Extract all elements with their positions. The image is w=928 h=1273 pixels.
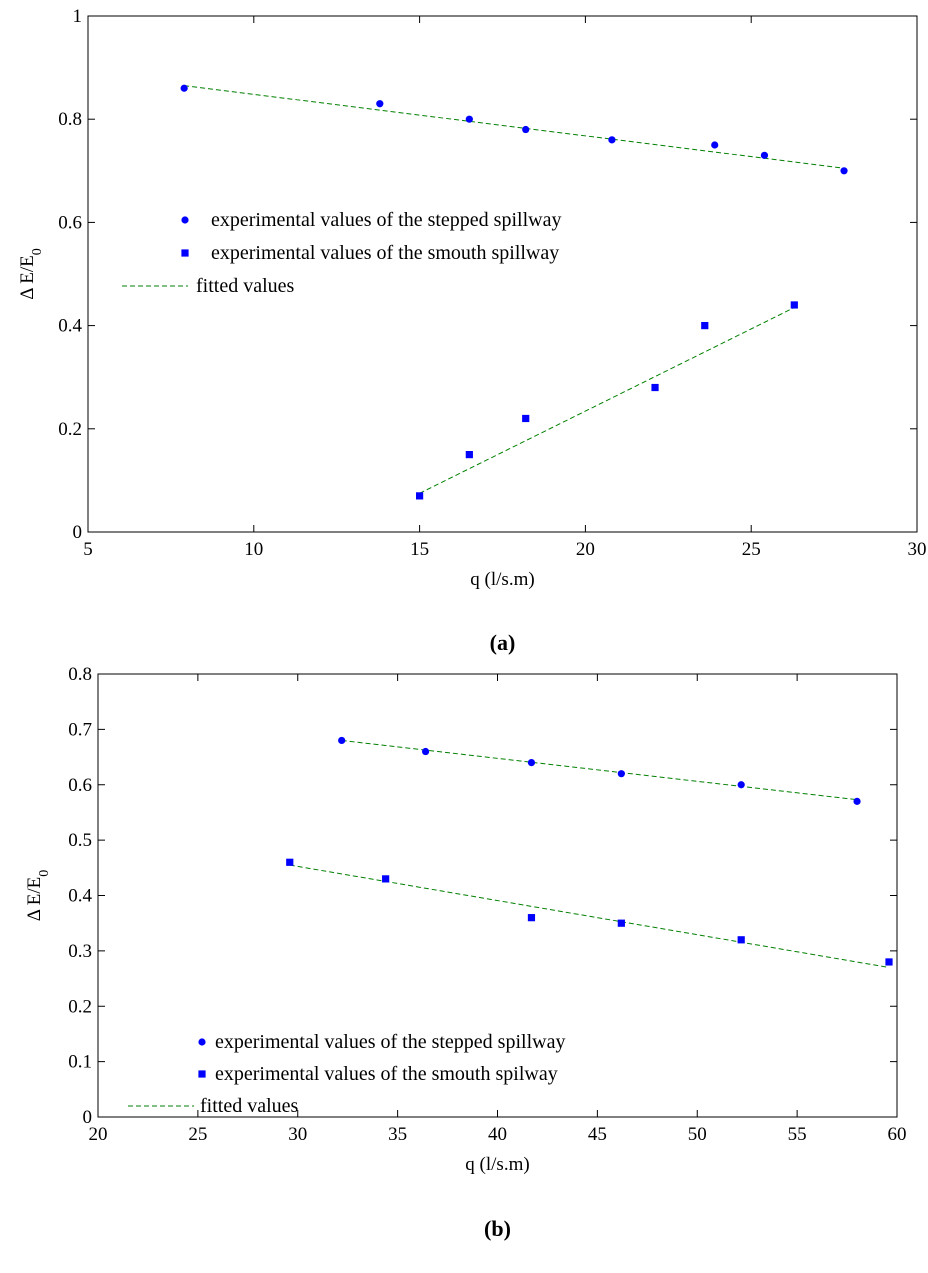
figure-caption: (a) [490,630,516,655]
y-tick-label: 0.4 [58,316,82,337]
smooth-point [382,875,389,882]
x-tick-label: 25 [188,1124,207,1145]
legend-label: fitted values [200,1095,299,1117]
legend-label: experimental values of the smouth spillw… [211,242,559,264]
x-tick-label: 5 [83,539,93,560]
fitted-line [420,308,795,494]
x-tick-label: 55 [788,1124,807,1145]
y-axis-label: Δ E/E0 [17,248,45,299]
y-axis-label-sub: 0 [37,870,52,877]
y-axis-label-main: Δ E/E [17,255,38,299]
x-tick-label: 10 [244,539,263,560]
stepped-point [528,759,535,766]
smooth-point [791,301,798,308]
y-tick-label: 0.2 [68,996,92,1017]
stepped-point [711,141,718,148]
legend: experimental values of the stepped spill… [128,1031,565,1117]
stepped-point [466,116,473,123]
y-tick-label: 0.6 [68,775,92,796]
legend-marker [181,249,188,256]
y-tick-label: 0.3 [68,941,92,962]
legend-label: fitted values [196,275,295,297]
stepped-point [338,737,345,744]
smooth-point [885,958,892,965]
stepped-point [618,770,625,777]
fitted-line [290,865,889,967]
x-tick-label: 25 [742,539,761,560]
y-tick-label: 0.8 [58,109,82,130]
legend-marker [198,1070,205,1077]
smooth-point [528,914,535,921]
stepped-point [522,126,529,133]
x-tick-label: 45 [588,1124,607,1145]
x-tick-label: 30 [908,539,927,560]
stepped-point [853,798,860,805]
stepped-point [761,152,768,159]
x-tick-label: 30 [288,1124,307,1145]
legend-marker [181,216,188,223]
stepped-point [840,167,847,174]
y-tick-label: 0 [83,1107,93,1128]
plot-frame [88,16,917,532]
stepped-point [608,136,615,143]
smooth-point [651,384,658,391]
stepped-point [738,781,745,788]
y-tick-label: 0.1 [68,1052,92,1073]
x-tick-label: 60 [888,1124,907,1145]
y-tick-label: 0.6 [58,212,82,233]
y-tick-label: 1 [73,6,83,27]
legend-label: experimental values of the smouth spilwa… [215,1063,558,1085]
x-tick-label: 40 [488,1124,507,1145]
y-tick-label: 0.4 [68,886,92,907]
y-axis-label-main: Δ E/E [24,877,45,921]
y-tick-label: 0.7 [68,719,92,740]
x-tick-label: 15 [410,539,429,560]
y-axis-label: Δ E/E0 [24,870,52,921]
figure-caption: (b) [484,1216,511,1241]
smooth-point [738,936,745,943]
x-axis-label: q (l/s.m) [465,1154,529,1175]
x-tick-label: 20 [576,539,595,560]
y-tick-label: 0.8 [68,664,92,685]
smooth-point [618,920,625,927]
smooth-point [466,451,473,458]
smooth-point [701,322,708,329]
y-tick-label: 0 [73,522,83,543]
fitted-line [342,740,857,799]
smooth-point [522,415,529,422]
fitted-line [184,86,844,169]
x-tick-label: 35 [388,1124,407,1145]
x-tick-label: 50 [688,1124,707,1145]
stepped-point [376,100,383,107]
y-axis-label-sub: 0 [30,248,45,255]
legend-marker [198,1038,205,1045]
legend: experimental values of the stepped spill… [122,209,561,297]
y-tick-label: 0.5 [68,830,92,851]
smooth-point [416,492,423,499]
stepped-point [181,85,188,92]
chart-b: 20 25 30 35 40 45 50 55 6000.10.20.30.40.50.60.7… [24,664,907,1241]
stepped-point [422,748,429,755]
x-axis-label: q (l/s.m) [470,569,534,590]
legend-label: experimental values of the stepped spill… [211,209,561,231]
legend-label: experimental values of the stepped spill… [215,1031,565,1053]
y-tick-label: 0.2 [58,419,82,440]
smooth-point [286,859,293,866]
